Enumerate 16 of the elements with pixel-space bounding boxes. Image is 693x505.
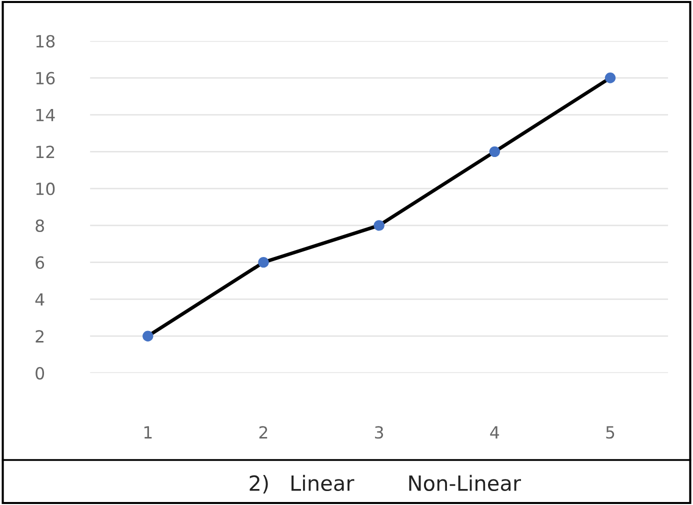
y-tick-label: 10 xyxy=(36,182,55,196)
x-tick-label: 3 xyxy=(375,426,384,439)
y-tick-label: 2 xyxy=(36,330,44,342)
x-tick-label: 4 xyxy=(490,426,500,438)
y-tick-label: 8 xyxy=(36,219,44,232)
y-tick-label: 16 xyxy=(36,72,55,84)
y-tick-label: 0 xyxy=(36,366,44,380)
text: 2) Linear Non-Linear xyxy=(250,474,522,494)
x-tick-label: 1 xyxy=(144,426,152,438)
y-tick-label: 14 xyxy=(36,108,55,122)
y-tick-label: 6 xyxy=(36,256,44,269)
x-tick-label: 2 xyxy=(259,426,268,438)
y-tick-label: 4 xyxy=(35,293,44,306)
y-tick-label: 18 xyxy=(36,34,55,48)
y-tick-label: 12 xyxy=(36,146,54,158)
x-tick-label: 5 xyxy=(606,426,614,439)
